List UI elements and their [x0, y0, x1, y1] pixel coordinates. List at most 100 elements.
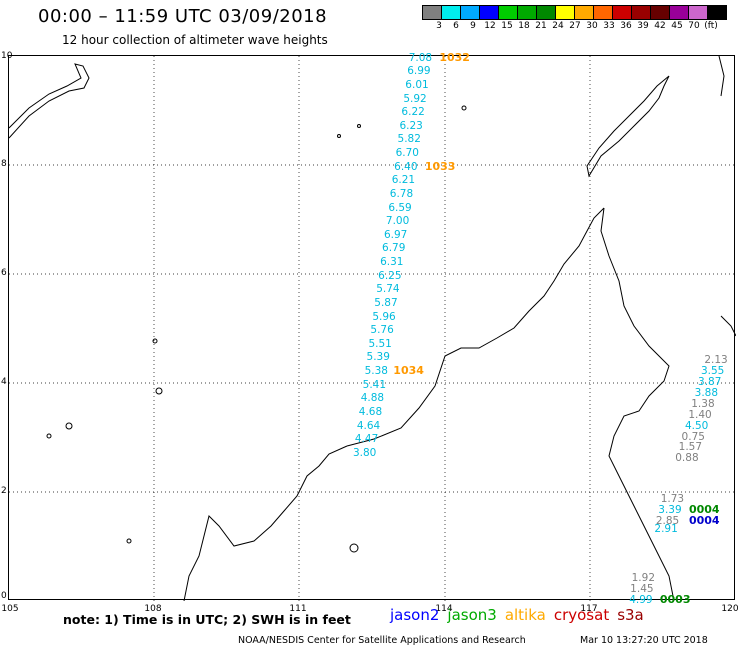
- scale-swatch: [555, 5, 575, 20]
- lat-label-4: 4: [1, 377, 7, 387]
- scale-swatch: [498, 5, 518, 20]
- lat-label-8: 8: [1, 159, 7, 169]
- wave-height-value: 6.21: [391, 174, 416, 187]
- wave-height-value: 3.39: [658, 504, 682, 517]
- lon-label-114: 114: [435, 604, 453, 614]
- wave-height-color-scale: 3 6 9 12 15 18 21 24 27 30 33 36 39 42 45 70 (ft): [422, 5, 727, 31]
- scale-label: 3: [436, 21, 442, 31]
- scale-label: 6: [453, 21, 459, 31]
- scale-label: 70: [688, 21, 700, 31]
- scale-label: 24: [552, 21, 564, 31]
- wave-height-value: 2.13: [704, 354, 728, 367]
- wave-height-value: 1.92: [631, 572, 656, 585]
- wave-height-value: 3.88: [694, 386, 719, 399]
- coastlines: [9, 56, 736, 601]
- wave-height-value: 3.80: [352, 446, 377, 459]
- wave-height-value: 1.57: [678, 441, 703, 454]
- wave-height-value: 7.00: [385, 215, 410, 228]
- wave-height-value: 4.88: [360, 392, 385, 405]
- pass-time-label: 0003: [659, 593, 691, 606]
- scale-label: (ft): [704, 21, 718, 31]
- scale-label: 27: [569, 21, 581, 31]
- scale-swatch: [631, 5, 651, 20]
- wave-height-value: 3.55: [700, 365, 725, 378]
- scale-label: 30: [586, 21, 598, 31]
- wave-height-value: 2.91: [654, 523, 678, 536]
- satellite-legend: jason2 jason3 altika cryosat s3a: [390, 606, 652, 624]
- lat-label-2: 2: [1, 486, 7, 496]
- wave-height-value: 6.01: [405, 78, 429, 91]
- wave-height-value: 0.88: [675, 452, 699, 465]
- wave-height-value: 5.82: [397, 133, 421, 146]
- pass-time-label: 1033: [424, 159, 456, 173]
- scale-label: 33: [603, 21, 615, 31]
- wave-height-value: 3.87: [698, 376, 722, 388]
- satellite-jason2: jason2: [390, 606, 440, 624]
- scale-swatch: [707, 5, 727, 20]
- wave-height-value: 5.39: [366, 351, 390, 364]
- wave-height-value: 7.08: [408, 51, 433, 64]
- wave-height-value: 1.38: [691, 397, 715, 410]
- wave-height-value: 4.50: [684, 419, 709, 432]
- scale-swatch: [650, 5, 670, 20]
- wave-height-value: 6.59: [388, 201, 412, 214]
- scale-swatch: [593, 5, 613, 20]
- scale-swatch: [688, 5, 708, 20]
- scale-label: 18: [518, 21, 530, 31]
- wave-height-value: 5.41: [362, 378, 387, 391]
- scale-label: 9: [470, 21, 476, 31]
- wave-height-value: 4.99: [629, 594, 653, 606]
- map-area: [8, 55, 736, 601]
- wave-height-value: 6.79: [382, 242, 406, 255]
- lon-label-111: 111: [289, 604, 307, 614]
- wave-height-value: 4.47: [354, 433, 379, 446]
- satellite-altika: altika: [504, 606, 546, 624]
- scale-label: 39: [637, 21, 649, 31]
- wave-height-value: 5.38: [364, 365, 388, 378]
- scale-label: 45: [671, 21, 683, 31]
- lat-label-0: 0: [1, 591, 7, 601]
- scale-swatch: [669, 5, 689, 20]
- scale-swatch: [536, 5, 556, 20]
- lon-label-105: 105: [1, 604, 19, 614]
- scale-label: 21: [535, 21, 547, 31]
- map-subtitle: 12 hour collection of altimeter wave hei…: [62, 33, 328, 47]
- pass-time-label: 1034: [393, 364, 424, 378]
- scale-labels: 3 6 9 12 15 18 21 24 27 30 33 36 39 42 45 70 (ft): [422, 21, 740, 33]
- scale-label: 12: [484, 21, 496, 31]
- coastline-map: [9, 56, 736, 601]
- scale-swatches: [422, 5, 727, 20]
- satellite-cryosat: cryosat: [553, 606, 610, 624]
- scale-swatch: [479, 5, 499, 20]
- credit-text: NOAA/NESDIS Center for Satellite Applica…: [238, 635, 526, 646]
- pass-time-label: 0004: [688, 513, 720, 527]
- lon-label-117: 117: [580, 604, 598, 614]
- wave-height-value: 6.25: [378, 269, 402, 282]
- wave-height-value: 5.74: [376, 283, 400, 296]
- scale-swatch: [441, 5, 461, 20]
- pass-time-label: 1032: [439, 50, 470, 64]
- wave-height-value: 5.51: [368, 337, 392, 350]
- wave-height-value: 5.92: [403, 92, 427, 105]
- footer-note: note: 1) Time is in UTC; 2) SWH is in fe…: [63, 612, 351, 627]
- lat-label-6: 6: [1, 268, 7, 278]
- wave-height-value: 1.45: [630, 583, 654, 596]
- wave-height-value: 6.23: [399, 119, 423, 132]
- generated-timestamp: Mar 10 13:27:20 UTC 2018: [580, 635, 708, 646]
- scale-label: 42: [654, 21, 666, 31]
- wave-height-value: 1.40: [688, 408, 712, 421]
- wave-height-value: 6.97: [383, 228, 408, 241]
- wave-height-value: 4.68: [358, 405, 383, 418]
- wave-height-value: 6.31: [380, 256, 404, 269]
- scale-swatch: [460, 5, 480, 20]
- scale-swatch: [517, 5, 537, 20]
- wave-height-value: 1.73: [660, 493, 685, 506]
- wave-height-value: 6.99: [407, 65, 431, 78]
- wave-height-value: 5.76: [370, 324, 394, 337]
- lon-label-108: 108: [144, 604, 162, 614]
- scale-label: 15: [501, 21, 513, 31]
- wave-height-value: 6.70: [395, 147, 419, 160]
- wave-height-value: 6.78: [389, 187, 414, 200]
- scale-swatch: [574, 5, 594, 20]
- satellite-s3a: s3a: [617, 606, 644, 624]
